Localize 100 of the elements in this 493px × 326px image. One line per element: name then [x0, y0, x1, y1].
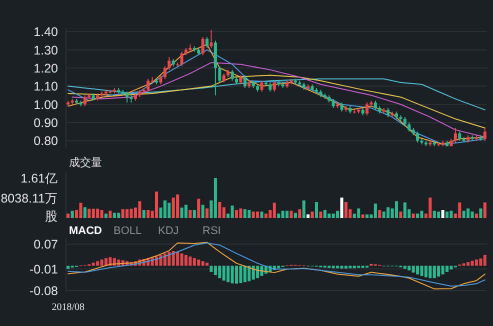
bar — [168, 252, 171, 266]
candlestick — [206, 36, 209, 48]
bar — [96, 261, 100, 266]
bar — [184, 204, 188, 218]
bar — [323, 210, 326, 218]
text: 股 — [45, 210, 58, 224]
bar — [218, 266, 222, 278]
bar — [180, 253, 184, 266]
bar — [450, 210, 453, 218]
bar — [479, 208, 482, 218]
bar — [314, 202, 318, 218]
bar — [408, 266, 411, 270]
bar — [230, 206, 234, 218]
bar — [462, 263, 466, 266]
bar — [479, 258, 482, 266]
bar — [470, 212, 474, 218]
bar — [264, 214, 268, 218]
y-tick-label: 1.40 — [34, 25, 58, 40]
candlestick — [416, 131, 420, 144]
bar — [100, 260, 104, 266]
bar — [310, 212, 314, 218]
bar — [192, 210, 196, 218]
candlestick — [366, 102, 369, 116]
candlestick — [222, 72, 226, 84]
bar — [168, 202, 171, 218]
bar — [163, 253, 166, 266]
candlestick — [340, 102, 344, 112]
y-tick-label: 0.90 — [34, 116, 58, 130]
bar — [386, 207, 390, 218]
text: 1.61亿 — [20, 172, 58, 186]
bar — [474, 260, 478, 266]
bar — [117, 212, 120, 218]
bar — [163, 200, 166, 218]
bar — [344, 202, 348, 218]
bar — [340, 198, 344, 218]
bar — [66, 266, 70, 269]
bar — [222, 266, 226, 281]
bar — [357, 208, 360, 218]
bar — [260, 266, 264, 276]
text: RSI — [202, 225, 221, 237]
candlestick — [272, 80, 276, 92]
bar — [336, 210, 340, 218]
bar — [79, 202, 82, 218]
bar — [201, 204, 204, 218]
bar — [96, 208, 100, 218]
y-tick-label: -0.08 — [30, 284, 58, 298]
candlestick — [243, 74, 246, 88]
bar — [188, 256, 192, 266]
candlestick — [332, 98, 335, 108]
candlestick — [210, 29, 213, 48]
bar — [243, 209, 246, 218]
bar — [70, 210, 74, 218]
candlestick — [483, 128, 486, 142]
bar — [403, 202, 406, 218]
bar — [328, 214, 331, 218]
bar — [230, 266, 234, 284]
bar — [416, 214, 420, 218]
y-tick-label: 0.80 — [34, 134, 58, 148]
bar — [92, 262, 95, 266]
candlestick — [454, 128, 457, 144]
bar — [298, 209, 302, 218]
line-series — [68, 78, 486, 110]
bar — [441, 266, 444, 274]
bar — [184, 254, 188, 266]
bar — [412, 266, 415, 273]
candlestick — [458, 131, 462, 142]
bar — [260, 212, 264, 218]
bar — [130, 208, 133, 218]
candlestick — [230, 69, 234, 82]
bar — [420, 210, 424, 218]
bar — [445, 212, 449, 218]
bar — [450, 266, 453, 270]
x-tick-label: 2018/08 — [52, 302, 84, 313]
candlestick — [374, 100, 377, 110]
bar — [366, 214, 369, 218]
bar — [378, 210, 382, 218]
y-tick-label: 0.07 — [34, 238, 58, 252]
bar — [234, 266, 238, 284]
bar — [290, 210, 293, 218]
bar — [100, 210, 104, 218]
bar — [104, 214, 108, 218]
line-series — [72, 62, 486, 138]
bar — [340, 266, 344, 269]
bar — [437, 212, 440, 218]
candlestick — [168, 56, 171, 70]
bar — [277, 214, 280, 218]
bar — [218, 202, 222, 218]
bar — [243, 266, 246, 282]
bar — [474, 214, 478, 218]
bar — [88, 208, 91, 218]
bar — [176, 194, 180, 218]
bar — [206, 262, 209, 266]
bar — [319, 212, 322, 218]
bar — [239, 266, 242, 284]
bar — [188, 210, 192, 218]
bar — [428, 198, 432, 218]
bar — [424, 266, 428, 278]
text: MACD — [69, 225, 102, 237]
candlestick — [218, 66, 222, 84]
bar — [180, 208, 184, 218]
